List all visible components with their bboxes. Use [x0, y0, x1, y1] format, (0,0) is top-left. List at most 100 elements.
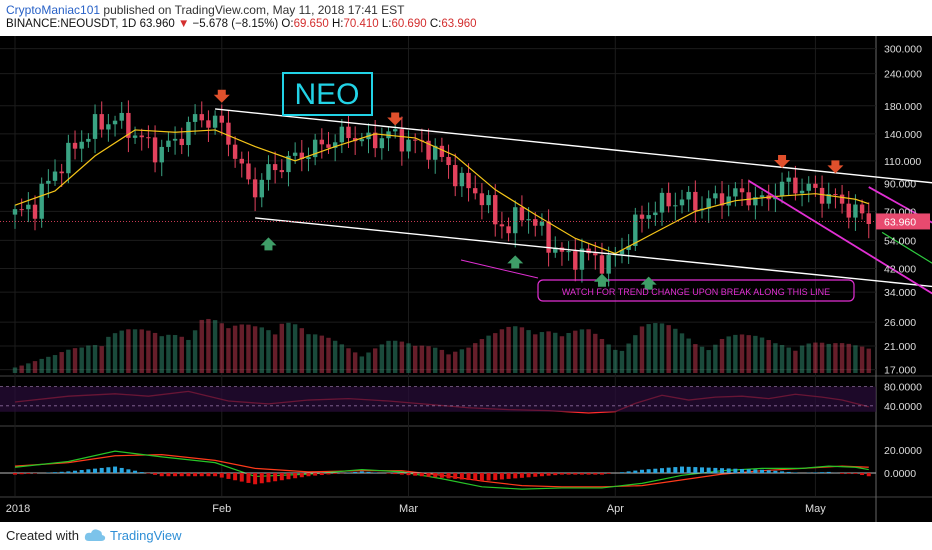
- forecast-arrow-line: [881, 231, 932, 264]
- candle-body: [726, 196, 731, 206]
- macd-histogram-bar: [359, 471, 364, 473]
- macd-histogram-bar: [760, 469, 765, 473]
- macd-histogram-bar: [66, 471, 71, 473]
- candle-body: [413, 139, 418, 141]
- volume-bar: [579, 329, 585, 373]
- volume-bar: [326, 337, 331, 373]
- chart-area[interactable]: 2018FebMarAprMayJunJulAugSepOct300.00024…: [0, 36, 932, 522]
- candle-body: [119, 112, 124, 121]
- volume-bar: [92, 345, 98, 373]
- macd-histogram-bar: [493, 473, 498, 480]
- price-tick-label: 240.000: [884, 69, 922, 81]
- volume-bar: [679, 333, 685, 373]
- high-label: H:: [331, 18, 344, 30]
- volume-bar: [446, 354, 451, 373]
- volume-bar: [539, 332, 545, 373]
- publish-info: published on TradingView.com, May 11, 20…: [100, 3, 405, 17]
- macd-histogram-bar: [846, 473, 851, 474]
- author-link[interactable]: CryptoManiac101: [6, 3, 101, 17]
- macd-histogram-bar: [653, 468, 658, 473]
- candle-body: [426, 140, 431, 160]
- volume-bar: [826, 343, 831, 373]
- arrow-down-icon: [387, 112, 404, 126]
- volume-bar: [853, 345, 858, 373]
- volume-bar: [306, 334, 311, 373]
- volume-bar: [252, 326, 258, 373]
- candle-body: [339, 126, 345, 143]
- high-value: 70.410: [343, 18, 379, 30]
- volume-bar: [226, 328, 231, 373]
- macd-histogram-bar: [706, 467, 711, 473]
- volume-bar: [106, 336, 111, 373]
- volume-bar: [813, 342, 818, 373]
- macd-histogram-bar: [259, 473, 264, 484]
- macd-histogram-bar: [106, 467, 111, 473]
- macd-histogram-bar: [546, 473, 551, 476]
- macd-histogram-bar: [266, 473, 271, 483]
- macd-histogram-bar: [13, 473, 17, 475]
- candle-body: [586, 248, 591, 254]
- open-label: O:: [281, 18, 294, 30]
- macd-histogram-bar: [286, 473, 291, 480]
- candle-body: [566, 251, 571, 253]
- last-price-tag: [876, 213, 930, 230]
- macd-histogram-bar: [319, 473, 324, 476]
- macd-histogram-bar: [153, 473, 158, 475]
- price-tick-label: 34.000: [884, 287, 916, 299]
- candle-body: [152, 137, 158, 163]
- macd-histogram-bar: [559, 473, 564, 475]
- macd-histogram-bar: [466, 473, 471, 480]
- macd-histogram-bar: [166, 473, 171, 477]
- macd-histogram-bar: [766, 470, 771, 473]
- volume-bar: [26, 363, 31, 373]
- volume-bar: [239, 324, 244, 373]
- macd-histogram-bar: [59, 471, 64, 473]
- candles: [12, 100, 871, 287]
- macd-histogram-bar: [786, 471, 791, 473]
- macd-histogram-bar: [713, 467, 718, 473]
- volume-bar: [126, 329, 131, 373]
- candle-body: [99, 114, 104, 130]
- volume-bar: [486, 335, 491, 373]
- candle-body: [593, 253, 598, 256]
- volume-bar: [506, 326, 511, 373]
- macd-histogram-bar: [113, 466, 118, 473]
- candle-body: [853, 204, 858, 218]
- macd-histogram-bar: [239, 473, 244, 482]
- macd-histogram-bar: [79, 470, 84, 473]
- macd-histogram-bar: [780, 471, 785, 473]
- close-value: 63.960: [441, 18, 477, 30]
- candle-body: [199, 114, 204, 121]
- candle-body: [793, 177, 798, 194]
- volume-bar: [639, 326, 645, 373]
- macd-histogram-bar: [439, 473, 444, 478]
- candle-body: [673, 205, 678, 207]
- macd-histogram-bar: [186, 473, 191, 477]
- chart-svg[interactable]: 2018FebMarAprMayJunJulAugSepOct300.00024…: [0, 36, 932, 522]
- macd-histogram-bar: [73, 470, 78, 473]
- macd-histogram-bar: [566, 473, 571, 475]
- moving-average-line: [14, 129, 869, 255]
- volume-bar: [433, 347, 438, 373]
- change-down-icon: ▼: [177, 18, 190, 30]
- macd-histogram-bar: [19, 473, 24, 475]
- volume-bar: [659, 323, 665, 373]
- macd-histogram-bar: [526, 473, 531, 478]
- candle-body: [66, 142, 71, 174]
- volume-bar: [266, 330, 271, 373]
- candle-body: [59, 171, 64, 174]
- volume-bar: [132, 329, 138, 373]
- macd-histogram-bar: [399, 473, 404, 475]
- candle-body: [286, 155, 291, 173]
- macd-histogram-bar: [599, 473, 604, 475]
- macd-histogram-bar: [386, 473, 391, 474]
- candle-body: [106, 124, 111, 130]
- macd-histogram-bar: [299, 473, 304, 478]
- volume-bar: [79, 347, 84, 373]
- tradingview-link[interactable]: TradingView: [110, 528, 182, 543]
- macd-histogram-bar: [533, 473, 538, 477]
- macd-tick-label: 0.0000: [884, 468, 916, 480]
- volume-bar: [819, 342, 825, 373]
- volume-bar: [666, 325, 671, 373]
- volume-bar: [219, 323, 224, 373]
